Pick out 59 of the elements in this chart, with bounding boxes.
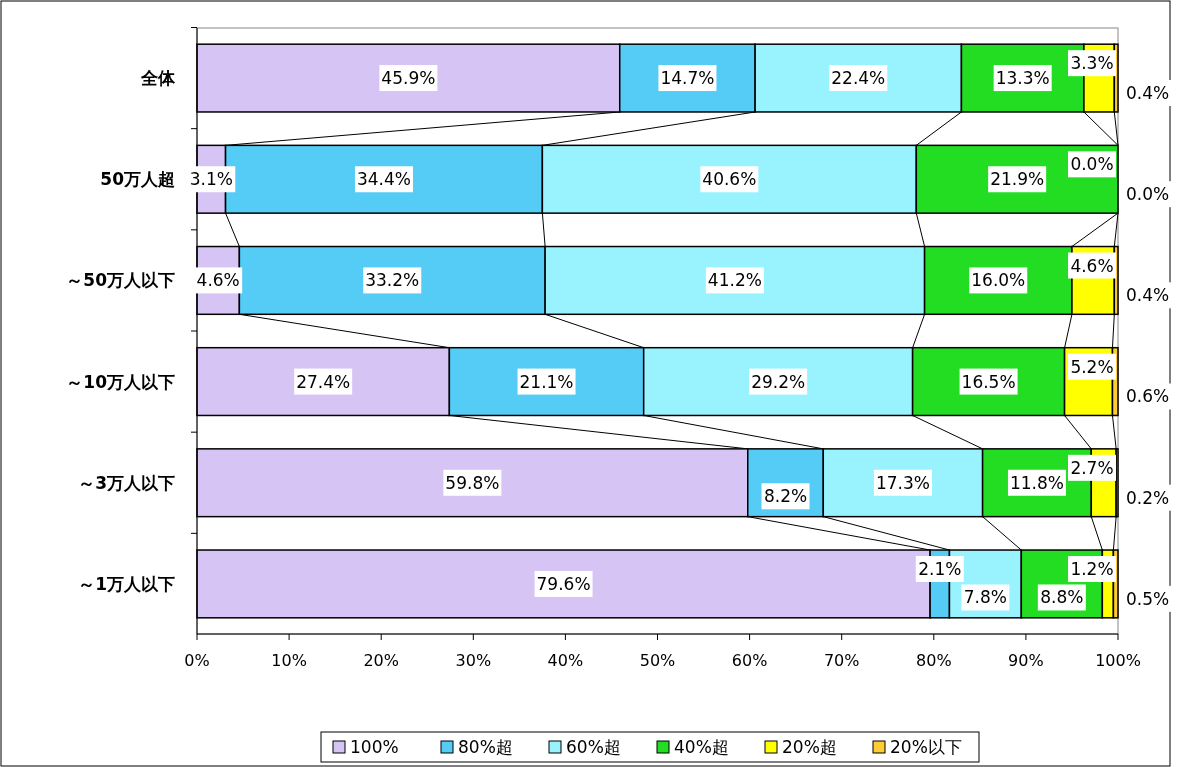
data-label: 0.4% [1126,285,1170,306]
data-label: 33.2% [365,270,420,291]
data-label: 13.3% [995,68,1050,89]
y-tick-label: 50万人超 [100,169,175,190]
x-tick-label: 10% [271,651,307,670]
legend-label: 20%超 [782,737,837,757]
data-label: 0.5% [1126,588,1170,609]
data-label: 41.2% [707,270,762,291]
data-label: 4.6% [1070,255,1114,276]
data-label: 7.8% [963,587,1007,608]
x-tick-label: 100% [1095,651,1141,670]
data-label: 29.2% [751,371,806,392]
y-tick-label: ～50万人以下 [66,270,175,291]
y-tick-label: 全体 [140,68,176,89]
data-label: 5.2% [1070,356,1114,377]
data-label: 4.6% [196,270,240,291]
data-label: 0.0% [1070,154,1114,175]
data-label: 3.3% [1070,53,1114,74]
x-tick-label: 40% [547,651,584,670]
data-label: 2.7% [1070,457,1114,478]
y-tick-label: ～1万人以下 [78,573,175,594]
data-label: 27.4% [296,371,351,392]
data-label: 45.9% [381,68,436,89]
x-tick-label: 60% [731,651,768,670]
data-label: 3.1% [189,169,233,190]
data-label: 8.2% [763,486,808,507]
data-label: 34.4% [356,169,411,190]
data-label: 11.8% [1009,472,1064,493]
x-tick-label: 30% [455,651,492,670]
data-label: 1.2% [1070,559,1114,580]
x-tick-label: 80% [916,651,952,670]
data-label: 22.4% [831,68,886,89]
data-label: 14.7% [660,68,715,89]
x-tick-label: 70% [823,651,860,670]
legend-label: 60%超 [566,737,621,757]
data-label: 40.6% [702,169,757,190]
legend-label: 80%超 [458,737,513,757]
data-label: 0.2% [1126,487,1170,508]
data-label: 16.0% [971,270,1026,291]
x-tick-label: 50% [639,651,676,670]
y-tick-label: ～3万人以下 [78,472,175,493]
data-label: 0.0% [1126,184,1170,205]
x-tick-label: 20% [363,651,399,670]
data-label: 21.1% [519,371,574,392]
x-tick-label: 0% [184,651,210,670]
data-label: 2.1% [918,559,962,580]
data-label: 59.8% [445,472,500,493]
data-label: 0.6% [1126,386,1170,407]
data-label: 0.4% [1126,82,1170,103]
legend-label: 40%超 [674,737,729,757]
data-label: 21.9% [990,169,1045,190]
data-label: 79.6% [536,573,591,594]
legend-label: 20%以下 [890,737,962,757]
y-tick-label: ～10万人以下 [66,371,175,392]
legend-label: 100% [350,737,399,757]
data-label: 8.8% [1040,587,1084,608]
x-tick-label: 90% [1008,651,1044,670]
data-label: 16.5% [961,371,1016,392]
data-label: 17.3% [875,472,930,493]
